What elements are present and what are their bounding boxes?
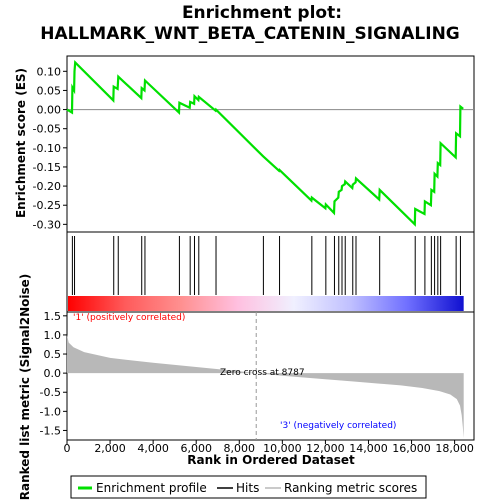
legend-enrichment-label: Enrichment profile xyxy=(96,481,207,495)
chart-title-line2: HALLMARK_WNT_BETA_CATENIN_SIGNALING xyxy=(40,24,460,44)
x-tick-label: 14,000 xyxy=(349,442,388,455)
x-tick-label: 10,000 xyxy=(263,442,302,455)
rank-colorbar xyxy=(68,296,464,311)
es-panel-frame xyxy=(66,55,475,233)
metric-y-ticks: 1.5 1.0 0.5 0.0 -0.5 -1.0 -1.5 xyxy=(40,310,67,437)
es-y-ticks: 0.10 0.05 0.00 -0.05 -0.10 -0.15 -0.20 -0.25 -0.… xyxy=(33,65,67,231)
x-tick-label: 18,000 xyxy=(435,442,474,455)
metric-layer xyxy=(67,312,464,440)
rank-colorbar-layer xyxy=(68,296,464,311)
chart-title-line1: Enrichment plot: xyxy=(182,3,342,23)
es-y-tick-label: -0.15 xyxy=(33,161,61,174)
x-tick-label: 4,000 xyxy=(137,442,169,455)
x-tick-label: 6,000 xyxy=(180,442,212,455)
es-y-tick-label: -0.30 xyxy=(33,218,61,231)
hits-layer xyxy=(71,236,461,295)
es-y-tick-label: 0.05 xyxy=(37,84,62,97)
legend-metric-label: Ranking metric scores xyxy=(284,481,417,495)
legend-box xyxy=(70,475,427,499)
x-tick-label: 0 xyxy=(64,442,71,455)
x-tick-label: 12,000 xyxy=(306,442,345,455)
metric-y-tick-label: -0.5 xyxy=(40,386,61,399)
x-axis-label: Rank in Ordered Dataset xyxy=(187,453,355,467)
es-line-layer xyxy=(66,60,464,227)
es-y-tick-label: -0.10 xyxy=(33,142,61,155)
es-y-tick-label: 0.10 xyxy=(37,65,62,78)
metric-y-tick-label: -1.0 xyxy=(40,405,61,418)
ranking-metric-area xyxy=(67,334,464,439)
x-tick-label: 16,000 xyxy=(392,442,431,455)
metric-y-tick-label: 1.5 xyxy=(44,310,62,323)
legend-hits-label: Hits xyxy=(236,481,259,495)
negative-correlation-label: '3' (negatively correlated) xyxy=(280,421,396,431)
positive-correlation-label: '1' (positively correlated) xyxy=(73,313,185,323)
legend: Enrichment profile Hits Ranking metric sco… xyxy=(78,481,417,495)
es-y-tick-label: -0.25 xyxy=(33,199,61,212)
zero-cross-label: Zero cross at 8787 xyxy=(220,368,305,378)
metric-y-tick-label: 0.5 xyxy=(44,348,62,361)
metric-y-tick-label: 0.0 xyxy=(44,367,62,380)
x-tick-label: 2,000 xyxy=(94,442,126,455)
x-tick-label: 8,000 xyxy=(224,442,256,455)
es-y-tick-label: -0.20 xyxy=(33,180,61,193)
metric-panel-frame xyxy=(66,311,475,441)
metric-y-tick-label: -1.5 xyxy=(40,424,61,437)
metric-y-tick-label: 1.0 xyxy=(44,329,62,342)
es-axis-label: Enrichment score (ES) xyxy=(14,68,28,218)
x-ticks: 0 2,000 4,000 6,000 8,000 10,000 12,000 14,000 1… xyxy=(64,440,474,455)
enrichment-profile-line xyxy=(66,60,464,227)
es-y-tick-label: -0.05 xyxy=(33,123,61,136)
metric-axis-label: Ranked list metric (Signal2Noise) xyxy=(18,274,32,500)
es-y-tick-label: 0.00 xyxy=(37,104,62,117)
